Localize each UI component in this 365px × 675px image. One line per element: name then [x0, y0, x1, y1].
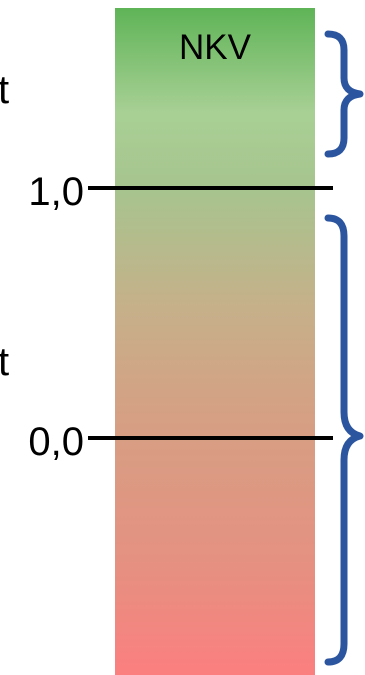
- upper-curly-brace-icon: [324, 30, 364, 158]
- tick-label-1: 1,0: [28, 170, 84, 214]
- nkv-gradient-bar: [115, 8, 315, 675]
- lower-curly-brace-icon: [324, 214, 364, 666]
- tick-label-0: 0,0: [28, 420, 84, 464]
- cut-off-text-lower: t: [0, 340, 10, 384]
- level-line-0: [88, 436, 333, 440]
- nkv-bar-label: NKV: [179, 28, 251, 67]
- cut-off-text-upper: t: [0, 68, 10, 112]
- level-line-1: [88, 186, 333, 190]
